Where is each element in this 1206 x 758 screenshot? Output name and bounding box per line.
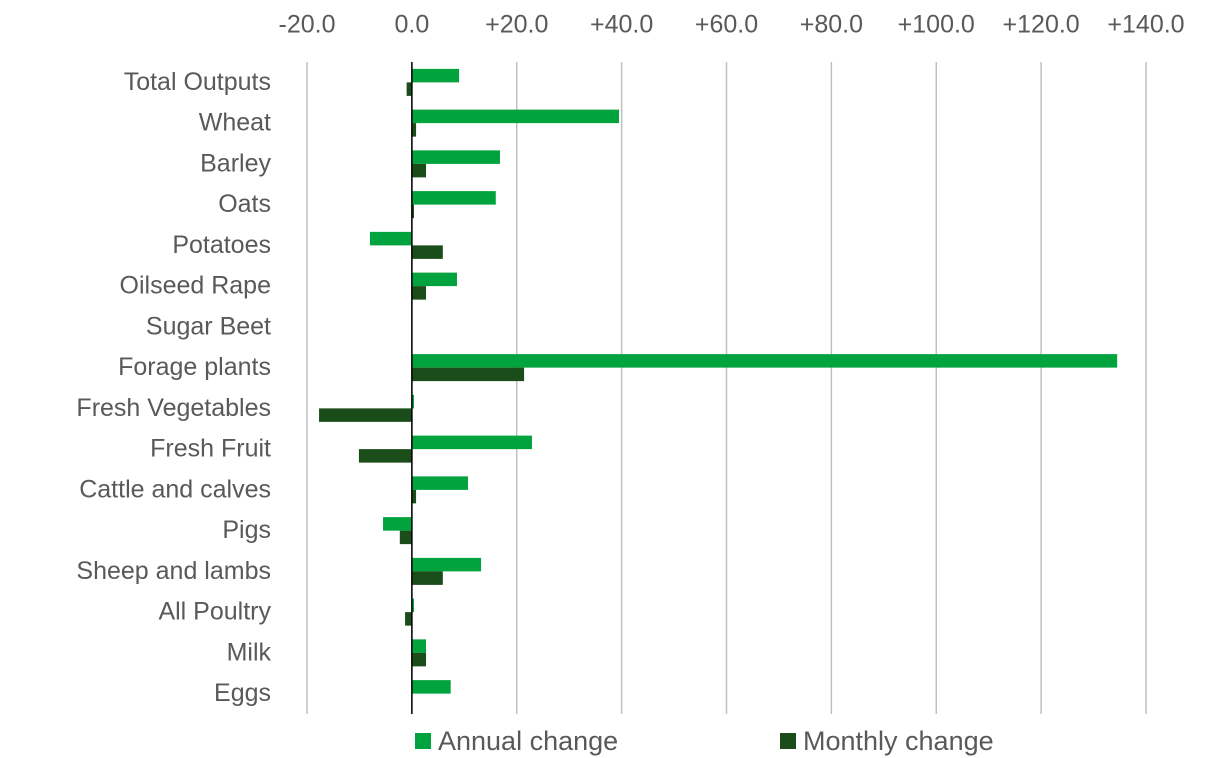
bar <box>411 204 414 219</box>
legend-swatch <box>415 733 431 749</box>
bar <box>411 150 500 164</box>
bar <box>411 163 427 178</box>
bar <box>411 286 427 300</box>
y-tick-label: Potatoes <box>172 231 271 259</box>
bar <box>411 191 496 205</box>
y-tick-label: Cattle and calves <box>79 475 271 503</box>
bar <box>411 272 457 287</box>
y-tick-label: Fresh Vegetables <box>76 394 271 422</box>
bar <box>405 612 412 626</box>
x-tick-label: +140.0 <box>1107 11 1184 39</box>
bar <box>411 598 414 613</box>
x-tick-label: +40.0 <box>590 11 653 39</box>
y-tick-label: Milk <box>227 638 272 666</box>
x-tick-label: +20.0 <box>485 11 548 39</box>
legend-swatch <box>780 733 796 749</box>
y-tick-label: Wheat <box>199 109 271 137</box>
legend-label: Monthly change <box>803 726 994 756</box>
x-tick-label: +120.0 <box>1003 11 1080 39</box>
x-tick-label: +80.0 <box>800 11 863 39</box>
legend-label: Annual change <box>438 726 618 756</box>
bar <box>411 571 443 585</box>
x-tick-label: -20.0 <box>279 11 336 39</box>
bar <box>411 489 417 504</box>
bar <box>369 231 412 246</box>
y-tick-label: All Poultry <box>158 598 271 626</box>
bar <box>411 68 460 83</box>
bar <box>411 367 525 382</box>
y-tick-label: Forage plants <box>118 353 271 381</box>
legend: Annual change Monthly change <box>415 726 994 756</box>
bar <box>411 394 414 409</box>
y-tick-label: Total Outputs <box>124 68 271 96</box>
bar <box>411 435 532 450</box>
y-tick-label: Oilseed Rape <box>120 272 271 300</box>
bar <box>411 245 443 259</box>
y-tick-label: Fresh Fruit <box>150 435 271 463</box>
bar <box>411 476 468 490</box>
y-tick-label: Barley <box>200 149 271 177</box>
bar <box>358 449 412 463</box>
bar <box>411 557 482 572</box>
y-tick-label: Sugar Beet <box>146 312 271 340</box>
x-tick-label: 0.0 <box>394 11 429 39</box>
bar <box>411 109 620 124</box>
y-tick-label: Pigs <box>222 516 271 544</box>
bar <box>411 652 427 667</box>
bar <box>411 680 451 694</box>
bar <box>383 517 412 531</box>
bar <box>411 639 427 653</box>
y-tick-label: Eggs <box>214 679 271 707</box>
bar <box>406 82 412 96</box>
y-tick-label: Sheep and lambs <box>76 557 271 585</box>
y-tick-label: Oats <box>218 190 271 218</box>
bar <box>319 408 412 422</box>
x-tick-label: +60.0 <box>695 11 758 39</box>
x-tick-label: +100.0 <box>898 11 975 39</box>
bar <box>411 123 417 137</box>
bar <box>411 354 1118 368</box>
bar <box>399 530 412 545</box>
